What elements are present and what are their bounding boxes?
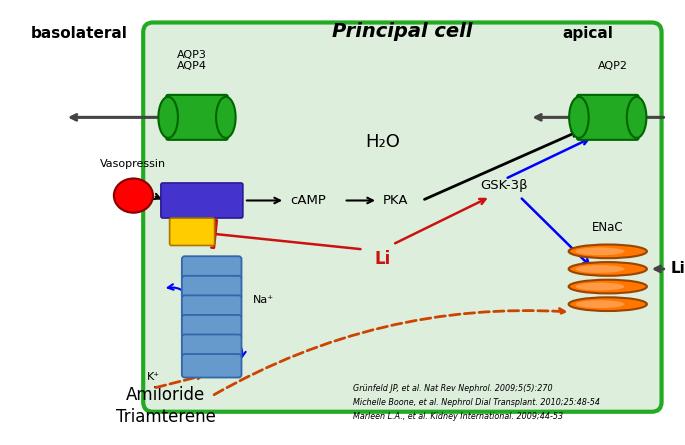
- Text: basolateral: basolateral: [32, 26, 128, 41]
- FancyBboxPatch shape: [182, 295, 242, 319]
- Ellipse shape: [216, 97, 236, 138]
- Ellipse shape: [114, 178, 153, 213]
- Text: AQP3
AQP4: AQP3 AQP4: [177, 50, 207, 71]
- FancyBboxPatch shape: [166, 95, 228, 140]
- Text: Michelle Boone, et al. Nephrol Dial Transplant. 2010;25:48-54: Michelle Boone, et al. Nephrol Dial Tran…: [353, 398, 601, 407]
- Text: Amiloride: Amiloride: [126, 386, 206, 405]
- Text: AVPR2: AVPR2: [185, 220, 219, 230]
- FancyBboxPatch shape: [182, 354, 242, 377]
- Ellipse shape: [158, 97, 178, 138]
- Text: AQP2: AQP2: [597, 61, 627, 71]
- Text: cAMP: cAMP: [290, 194, 326, 207]
- Text: Na⁺: Na⁺: [253, 295, 274, 305]
- Ellipse shape: [569, 244, 647, 258]
- Text: AC: AC: [184, 227, 201, 237]
- Ellipse shape: [569, 262, 647, 276]
- FancyBboxPatch shape: [143, 23, 662, 412]
- Text: PKA: PKA: [383, 194, 408, 207]
- FancyBboxPatch shape: [182, 256, 242, 280]
- Ellipse shape: [569, 97, 588, 138]
- FancyBboxPatch shape: [182, 276, 242, 299]
- Text: Li: Li: [671, 262, 685, 276]
- Text: ENaC: ENaC: [592, 221, 623, 234]
- FancyBboxPatch shape: [161, 183, 243, 218]
- Text: Marleen L.A., et al. Kidney International. 2009;44-53: Marleen L.A., et al. Kidney Internationa…: [353, 412, 564, 421]
- Text: Triamterene: Triamterene: [116, 408, 216, 426]
- Text: K⁺: K⁺: [147, 372, 160, 382]
- FancyBboxPatch shape: [182, 335, 242, 358]
- Ellipse shape: [575, 247, 625, 255]
- Text: GSK-3β: GSK-3β: [481, 179, 528, 192]
- Text: H₂O: H₂O: [365, 133, 400, 151]
- Ellipse shape: [575, 265, 625, 273]
- Text: Grünfeld JP, et al. Nat Rev Nephrol. 2009;5(5):270: Grünfeld JP, et al. Nat Rev Nephrol. 200…: [353, 384, 553, 393]
- Ellipse shape: [575, 300, 625, 308]
- FancyBboxPatch shape: [577, 95, 638, 140]
- Text: Principal cell: Principal cell: [332, 23, 473, 41]
- FancyBboxPatch shape: [182, 315, 242, 338]
- Ellipse shape: [627, 97, 647, 138]
- Ellipse shape: [569, 297, 647, 311]
- Text: Vasopressin: Vasopressin: [101, 159, 166, 169]
- Text: apical: apical: [563, 26, 614, 41]
- Ellipse shape: [569, 280, 647, 293]
- Text: Li: Li: [375, 250, 391, 268]
- Ellipse shape: [575, 283, 625, 291]
- FancyBboxPatch shape: [170, 218, 214, 246]
